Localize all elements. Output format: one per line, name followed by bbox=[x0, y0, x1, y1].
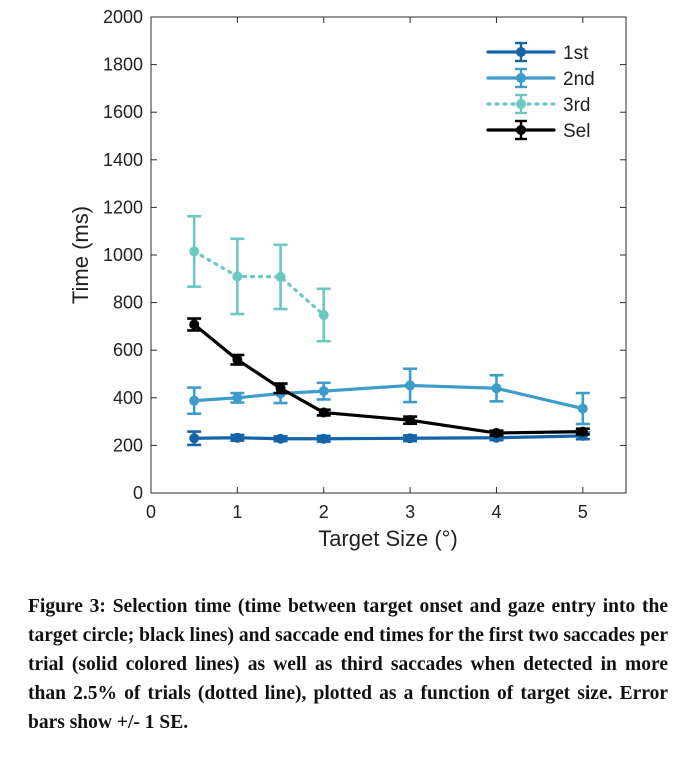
legend-marker-3rd bbox=[516, 99, 526, 109]
data-point-sel bbox=[275, 383, 286, 394]
x-axis-label: Target Size (°) bbox=[318, 526, 458, 551]
figure-caption: Figure 3: Selection time (time between t… bbox=[28, 596, 668, 733]
data-point-3rd bbox=[232, 271, 243, 282]
data-point-sel bbox=[232, 354, 243, 365]
y-tick-label: 1200 bbox=[103, 197, 143, 217]
data-point-sel bbox=[491, 428, 502, 439]
legend-label-1st: 1st bbox=[563, 43, 589, 64]
data-point-2nd bbox=[577, 403, 588, 414]
legend-marker-sel bbox=[516, 125, 526, 135]
data-point-1st bbox=[318, 433, 329, 444]
series-line-sel bbox=[192, 322, 585, 435]
data-point-3rd bbox=[318, 309, 329, 320]
data-point-sel bbox=[189, 319, 200, 330]
data-point-1st bbox=[405, 433, 416, 444]
data-point-2nd bbox=[405, 380, 416, 391]
data-point-2nd bbox=[318, 386, 329, 397]
data-point-2nd bbox=[491, 383, 502, 394]
y-tick-label: 1400 bbox=[103, 150, 143, 170]
x-tick-label: 4 bbox=[491, 502, 501, 522]
y-tick-label: 2000 bbox=[103, 7, 143, 27]
x-tick-label: 1 bbox=[232, 502, 242, 522]
series-layer bbox=[187, 214, 590, 447]
series-line-1st bbox=[192, 434, 585, 441]
chart: 0 200 400 600 800 1000 1200 1400 1600 1800 2000 0 1… bbox=[68, 7, 627, 551]
y-tick-label: 1800 bbox=[103, 55, 143, 75]
y-tick-label: 400 bbox=[113, 388, 143, 408]
y-axis-ticks: 0 200 400 600 800 1000 1200 1400 1600 1800 2000 bbox=[103, 7, 626, 503]
y-axis-label: Time (ms) bbox=[68, 206, 93, 304]
x-tick-label: 0 bbox=[146, 502, 156, 522]
data-point-1st bbox=[275, 433, 286, 444]
y-tick-label: 600 bbox=[113, 340, 143, 360]
data-point-3rd bbox=[275, 271, 286, 282]
legend-label-3rd: 3rd bbox=[563, 95, 590, 116]
data-point-sel bbox=[577, 426, 588, 437]
legend-label-sel: Sel bbox=[563, 121, 590, 142]
y-tick-label: 200 bbox=[113, 435, 143, 455]
legend-label-2nd: 2nd bbox=[563, 69, 595, 90]
series-line-2nd bbox=[192, 383, 585, 411]
y-tick-label: 1600 bbox=[103, 102, 143, 122]
series-2nd bbox=[187, 367, 590, 426]
data-point-1st bbox=[232, 432, 243, 443]
legend-marker-2nd bbox=[516, 73, 526, 83]
data-point-2nd bbox=[189, 395, 200, 406]
data-point-2nd bbox=[232, 392, 243, 403]
y-tick-label: 0 bbox=[133, 483, 143, 503]
y-tick-label: 1000 bbox=[103, 245, 143, 265]
data-point-1st bbox=[189, 433, 200, 444]
legend-marker-1st bbox=[516, 47, 526, 57]
x-axis-ticks: 0 1 2 3 4 5 bbox=[146, 17, 588, 522]
data-point-sel bbox=[405, 415, 416, 426]
y-tick-label: 800 bbox=[113, 293, 143, 313]
series-line-3rd bbox=[192, 249, 326, 317]
series-sel bbox=[187, 317, 590, 439]
series-3rd bbox=[187, 214, 331, 343]
data-point-3rd bbox=[189, 246, 200, 257]
x-tick-label: 5 bbox=[578, 502, 588, 522]
x-tick-label: 2 bbox=[319, 502, 329, 522]
legend: 1st 2nd 3rd Sel bbox=[478, 36, 604, 148]
data-point-sel bbox=[318, 407, 329, 418]
x-tick-label: 3 bbox=[405, 502, 415, 522]
